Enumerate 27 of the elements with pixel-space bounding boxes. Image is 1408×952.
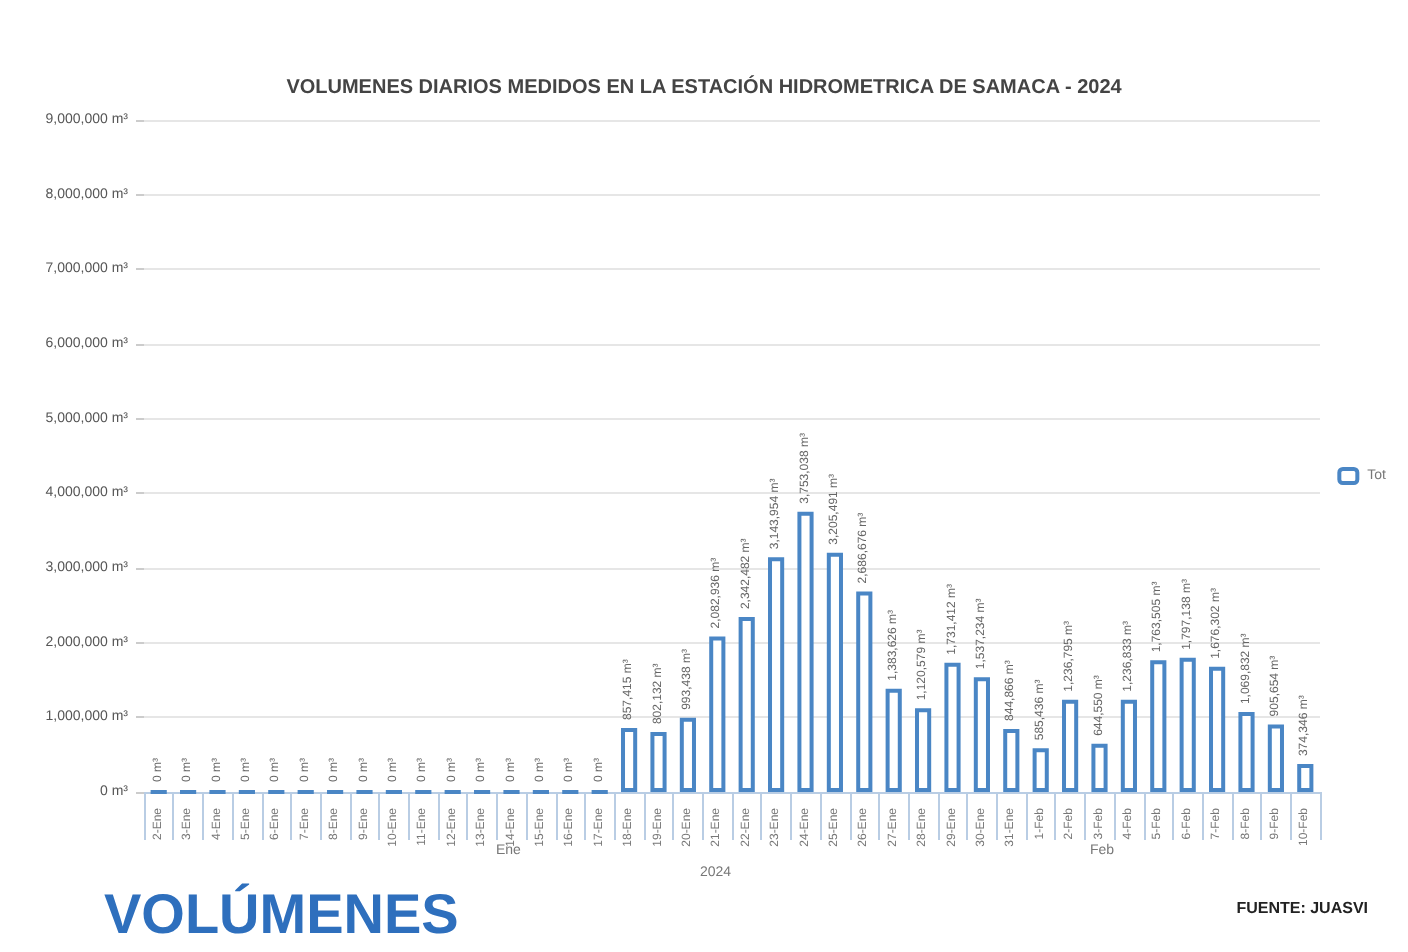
bar [709,636,726,792]
bar [1150,660,1167,792]
source-note: FUENTE: JUASVI [1236,899,1369,917]
chart-title: VOLUMENES DIARIOS MEDIDOS EN LA ESTACIÓN HIDROMETRICA DE SAMACA - 2024 [286,75,1123,99]
bar [856,591,873,792]
bar [768,557,785,792]
bar [915,708,932,792]
bar [1297,764,1314,792]
bar [1032,748,1049,792]
bar [650,732,667,792]
bar [1238,712,1255,792]
bar [1091,743,1108,792]
bar [679,717,696,792]
bar [738,617,755,792]
bar [885,688,902,792]
text: VOLÚMENES [104,883,459,945]
bar [1003,728,1020,792]
bar [797,511,814,792]
bar [621,727,638,792]
bar [1062,699,1079,792]
bar [1209,666,1226,792]
bar [973,677,990,792]
bar [1179,657,1196,792]
bar [1120,699,1137,792]
bar [944,662,961,792]
bar [826,552,843,792]
bar [1267,724,1284,792]
